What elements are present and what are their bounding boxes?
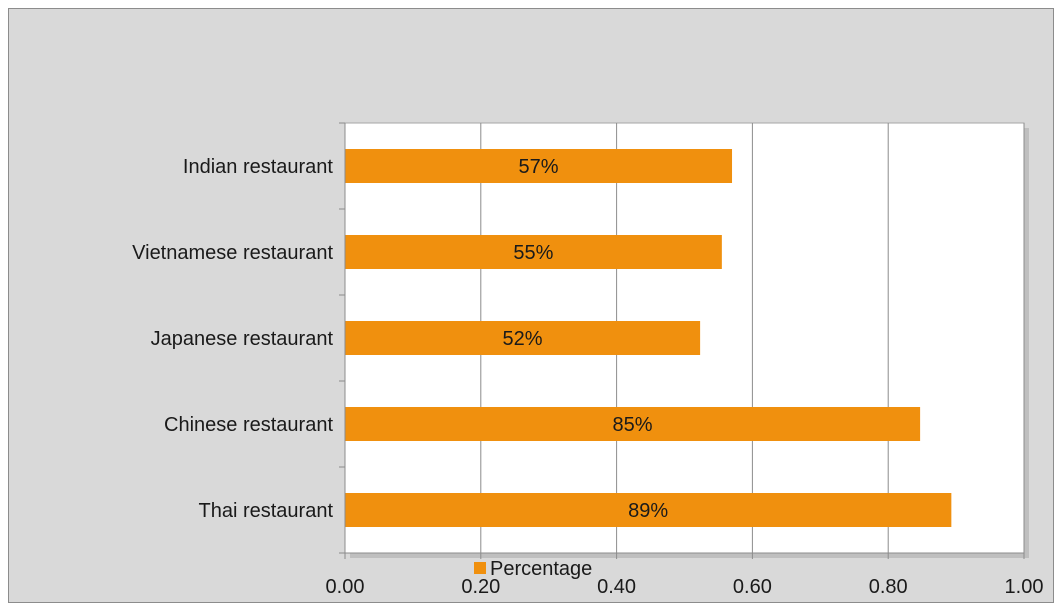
data-label: 55%	[513, 242, 553, 264]
x-tick-label: 0.00	[326, 576, 365, 598]
category-label: Japanese restaurant	[151, 328, 334, 350]
category-label: Thai restaurant	[198, 500, 333, 522]
legend-swatch	[474, 562, 486, 574]
legend-label: Percentage	[490, 558, 592, 580]
x-tick-label: 0.40	[597, 576, 636, 598]
bar	[345, 235, 722, 269]
x-tick-label: 0.60	[733, 576, 772, 598]
x-tick-label: 0.80	[869, 576, 908, 598]
bar	[345, 407, 921, 441]
data-label: 85%	[613, 414, 653, 436]
category-label: Chinese restaurant	[164, 414, 333, 436]
bar	[345, 321, 701, 355]
data-label: 57%	[518, 156, 558, 178]
category-label: Indian restaurant	[183, 156, 334, 178]
bar	[345, 493, 952, 527]
bar	[345, 149, 733, 183]
data-label: 52%	[503, 328, 543, 350]
data-label: 89%	[628, 500, 668, 522]
x-tick-label: 0.20	[461, 576, 500, 598]
x-tick-label: 1.00	[1005, 576, 1044, 598]
category-label: Vietnamese restaurant	[132, 242, 333, 264]
